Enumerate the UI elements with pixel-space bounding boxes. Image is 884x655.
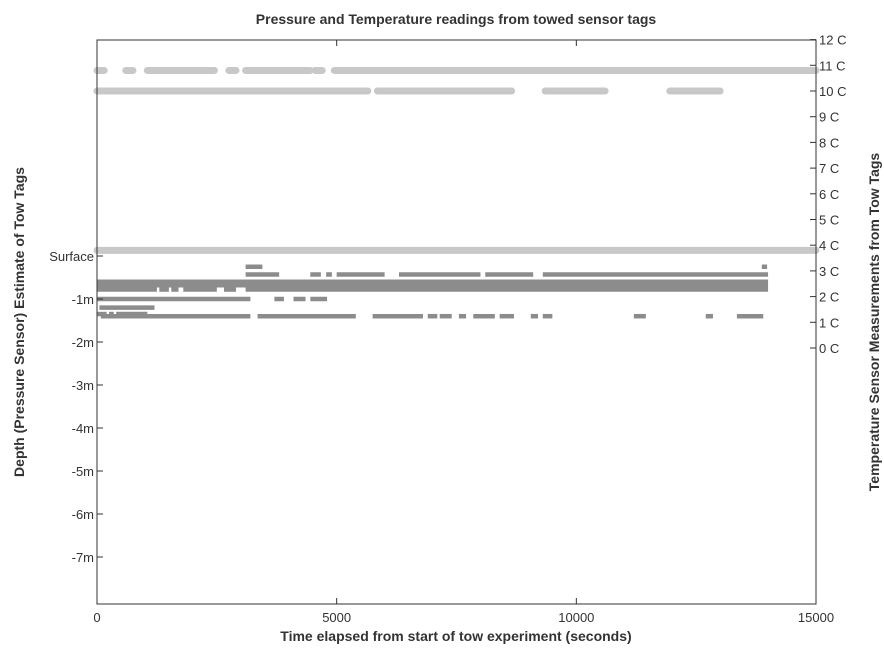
temperature-tick-label-11: 11 C [819, 58, 846, 73]
depth-tick-label-0: Surface [49, 249, 94, 264]
depth-tick-label-7: -7m [72, 550, 94, 565]
depth-tick-label-5: -5m [72, 464, 94, 479]
depth-tick-label-3: -3m [72, 378, 94, 393]
temperature-tick-label-6: 6 C [819, 187, 839, 202]
temperature-tick-label-5: 5 C [819, 213, 839, 228]
right-axis-title: Temperature Sensor Measurements from Tow… [866, 153, 882, 492]
x-tick-label-2: 10000 [558, 610, 594, 625]
temperature-tick-label-7: 7 C [819, 161, 839, 176]
temperature-tick-label-1: 1 C [819, 315, 839, 330]
x-axis-title: Time elapsed from start of tow experimen… [280, 628, 631, 644]
temperature-tick-label-0: 0 C [819, 341, 839, 356]
x-tick-label-1: 5000 [322, 610, 351, 625]
temperature-axis-ticks: 0 C 1 C 2 C 3 C 4 C 5 C 6 C 7 C 8 C 9 C 10 C 11 C 12… [810, 33, 846, 356]
data-marks [93, 66, 820, 319]
depth-tick-label-1: -1m [72, 292, 94, 307]
depth-tick-label-2: -2m [72, 335, 94, 350]
temperature-tick-label-4: 4 C [819, 238, 839, 253]
temperature-tick-label-8: 8 C [819, 135, 839, 150]
depth-axis-ticks: Surface -1m -2m -3m -4m -5m -6m -7m [49, 249, 103, 565]
temperature-tick-label-10: 10 C [819, 84, 846, 99]
temperature-tick-label-9: 9 C [819, 110, 839, 125]
x-axis-ticks: 0 5000 10000 15000 [93, 40, 834, 625]
depth-tick-label-6: -6m [72, 507, 94, 522]
chart-title: Pressure and Temperature readings from t… [256, 11, 657, 27]
plot-frame [96, 39, 817, 605]
series-2 [93, 66, 820, 95]
temperature-tick-label-3: 3 C [819, 264, 839, 279]
depth-tick-label-4: -4m [72, 421, 94, 436]
left-axis-title: Depth (Pressure Sensor) Estimate of Tow … [11, 167, 27, 477]
x-tick-label-3: 15000 [798, 610, 834, 625]
temperature-tick-label-12: 12 C [819, 33, 846, 48]
series-1 [97, 264, 769, 319]
x-tick-label-0: 0 [93, 610, 100, 625]
temperature-tick-label-2: 2 C [819, 290, 839, 305]
